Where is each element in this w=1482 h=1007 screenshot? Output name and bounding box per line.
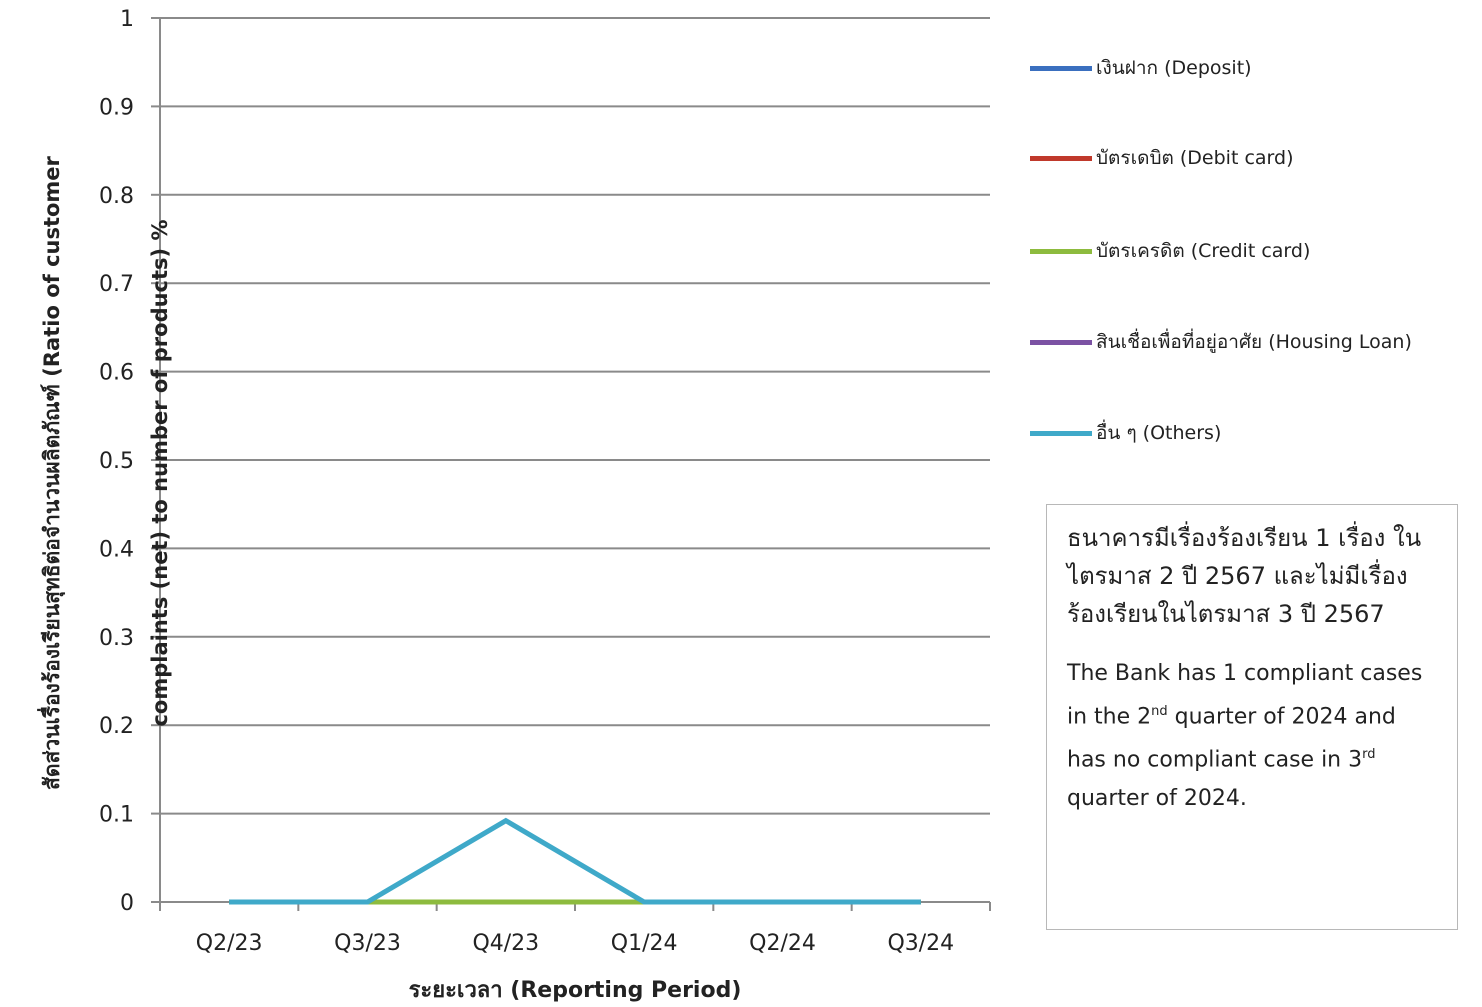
x-tick-labels: Q2/23 Q3/23 Q4/23 Q1/24 Q2/24 Q3/24 [196,931,954,956]
x-tick-label: Q2/23 [196,931,263,956]
y-tick-label: 0.6 [99,361,134,386]
x-tick-label: Q3/24 [887,931,954,956]
annotation-english-part3: quarter of 2024. [1067,786,1247,811]
legend-label: สินเชื่อเพื่อที่อยู่อาศัย (Housing Loan) [1096,327,1412,357]
legend-swatch [1030,66,1092,71]
legend-item-housing-loan: สินเชื่อเพื่อที่อยู่อาศัย (Housing Loan) [1030,327,1412,357]
legend-label: บัตรเดบิต (Debit card) [1096,143,1293,173]
legend-label: อื่น ๆ (Others) [1096,418,1221,448]
legend-item-others: อื่น ๆ (Others) [1030,418,1221,448]
legend-label: เงินฝาก (Deposit) [1096,53,1252,83]
y-tick-label: 0.1 [99,803,134,828]
y-tick-label: 0.2 [99,714,134,739]
y-tick-label: 0.5 [99,449,134,474]
y-tick-label: 0.8 [99,184,134,209]
y-tick-label: 0.3 [99,626,134,651]
legend-item-deposit: เงินฝาก (Deposit) [1030,53,1252,83]
gridlines [160,18,990,814]
x-tick-label: Q3/23 [334,931,401,956]
legend-swatch [1030,156,1092,161]
y-tick-label: 1 [120,7,134,32]
y-axis-label-line1: สัดส่วนเรื่องร้องเรียนสุทธิต่อจำนวนผลิตภ… [36,23,60,923]
y-tick-label: 0.4 [99,537,134,562]
legend-swatch [1030,431,1092,436]
series-lines [229,821,921,903]
y-tick-label: 0 [120,891,134,916]
annotation-superscript-nd: nd [1151,704,1168,719]
legend-item-credit-card: บัตรเครดิต (Credit card) [1030,236,1310,266]
y-tick-label: 0.7 [99,272,134,297]
annotation-box: ธนาคารมีเรื่องร้องเรียน 1 เรื่อง ในไตรมา… [1046,504,1458,930]
annotation-superscript-rd: rd [1362,747,1375,762]
x-tick-label: Q1/24 [611,931,678,956]
x-tick-label: Q2/24 [749,931,816,956]
legend-swatch [1030,340,1092,345]
y-tick-label: 0.9 [99,95,134,120]
y-axis-label-line2: complaints (net) to number of products) … [148,23,172,923]
annotation-english: The Bank has 1 compliant cases in the 2n… [1067,655,1437,818]
axes [151,18,990,911]
series-line-4 [229,821,921,902]
y-tick-labels: 0 0.1 0.2 0.3 0.4 0.5 0.6 0.7 0.8 0.9 1 [99,7,134,916]
x-tick-label: Q4/23 [472,931,539,956]
legend-swatch [1030,249,1092,254]
annotation-thai: ธนาคารมีเรื่องร้องเรียน 1 เรื่อง ในไตรมา… [1067,519,1437,633]
legend-label: บัตรเครดิต (Credit card) [1096,236,1310,266]
legend-item-debit-card: บัตรเดบิต (Debit card) [1030,143,1293,173]
